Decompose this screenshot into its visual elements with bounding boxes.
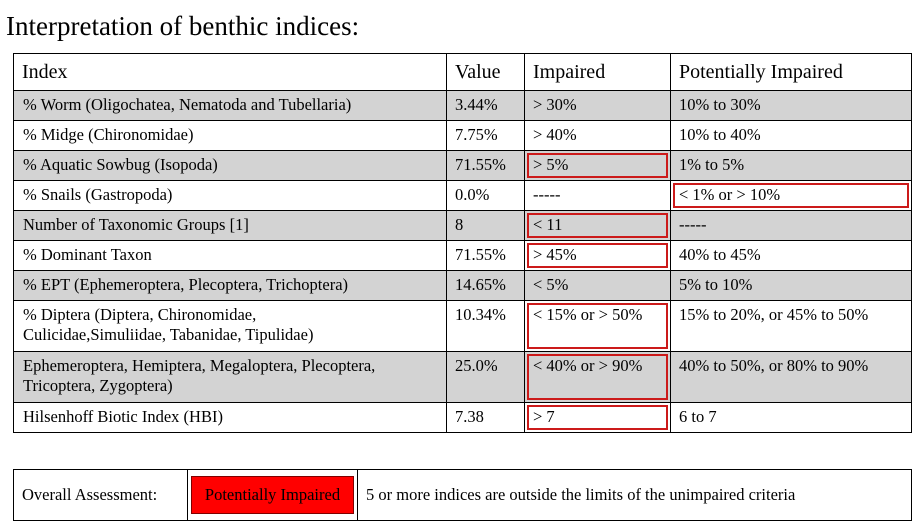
table-row: % Midge (Chironomidae) 7.75% > 40% 10% t…	[13, 120, 912, 151]
index-value: 10.34%	[446, 300, 525, 352]
page-title: Interpretation of benthic indices:	[6, 11, 360, 41]
index-name: % Midge (Chironomidae)	[13, 120, 447, 151]
index-name: % EPT (Ephemeroptera, Plecoptera, Tricho…	[13, 270, 447, 301]
index-name: % Diptera (Diptera, Chironomidae, Culicid…	[13, 300, 447, 352]
table-row: % Snails (Gastropoda) 0.0% ----- < 1% or…	[13, 180, 912, 211]
table-row: % EPT (Ephemeroptera, Plecoptera, Tricho…	[13, 270, 912, 301]
index-name-line: Culicidae,Simuliidae, Tabanidae, Tipulid…	[23, 325, 314, 344]
header-index: Index	[13, 53, 447, 91]
table-row: Hilsenhoff Biotic Index (HBI) 7.38 > 7 6…	[13, 402, 912, 433]
overall-assessment-row: Overall Assessment: Potentially Impaired…	[13, 469, 912, 521]
potentially-impaired-range-flagged: < 1% or > 10%	[670, 180, 912, 211]
index-value: 71.55%	[446, 240, 525, 271]
overall-assessment-table: Overall Assessment: Potentially Impaired…	[13, 469, 912, 521]
impaired-threshold: > 40%	[524, 120, 671, 151]
index-name: Hilsenhoff Biotic Index (HBI)	[13, 402, 447, 433]
overall-assessment-status-cell: Potentially Impaired	[187, 469, 358, 521]
impaired-threshold-flagged: > 7	[524, 402, 671, 433]
index-value: 7.38	[446, 402, 525, 433]
index-name: Ephemeroptera, Hemiptera, Megaloptera, P…	[13, 351, 447, 403]
table-row: Ephemeroptera, Hemiptera, Megaloptera, P…	[13, 351, 912, 403]
potentially-impaired-range: 15% to 20%, or 45% to 50%	[670, 300, 912, 352]
index-value: 0.0%	[446, 180, 525, 211]
table-row: % Diptera (Diptera, Chironomidae, Culicid…	[13, 300, 912, 352]
index-name: % Snails (Gastropoda)	[13, 180, 447, 211]
index-value: 71.55%	[446, 150, 525, 181]
impaired-threshold: -----	[524, 180, 671, 211]
benthic-indices-table: Index Value Impaired Potentially Impaire…	[13, 53, 912, 433]
index-name: % Aquatic Sowbug (Isopoda)	[13, 150, 447, 181]
table-row: Number of Taxonomic Groups [1] 8 < 11 --…	[13, 210, 912, 241]
status-badge: Potentially Impaired	[191, 476, 354, 514]
index-name: Number of Taxonomic Groups [1]	[13, 210, 447, 241]
overall-assessment-label: Overall Assessment:	[13, 469, 188, 521]
table-row: % Dominant Taxon 71.55% > 45% 40% to 45%	[13, 240, 912, 271]
index-name-line: Ephemeroptera, Hemiptera, Megaloptera, P…	[23, 356, 376, 375]
potentially-impaired-range: 40% to 50%, or 80% to 90%	[670, 351, 912, 403]
potentially-impaired-range: 10% to 30%	[670, 90, 912, 121]
impaired-threshold: > 30%	[524, 90, 671, 121]
index-value: 8	[446, 210, 525, 241]
index-name: % Worm (Oligochatea, Nematoda and Tubell…	[13, 90, 447, 121]
overall-assessment-note: 5 or more indices are outside the limits…	[357, 469, 912, 521]
impaired-threshold-flagged: > 45%	[524, 240, 671, 271]
impaired-threshold-flagged: < 40% or > 90%	[524, 351, 671, 403]
index-value: 7.75%	[446, 120, 525, 151]
impaired-threshold-flagged: < 15% or > 50%	[524, 300, 671, 352]
index-name-line: % Diptera (Diptera, Chironomidae,	[23, 305, 257, 324]
header-potentially-impaired: Potentially Impaired	[670, 53, 912, 91]
potentially-impaired-range: 10% to 40%	[670, 120, 912, 151]
index-name: % Dominant Taxon	[13, 240, 447, 271]
index-value: 3.44%	[446, 90, 525, 121]
index-name-line: Tricoptera, Zygoptera)	[23, 376, 173, 395]
potentially-impaired-range: 40% to 45%	[670, 240, 912, 271]
table-row: % Aquatic Sowbug (Isopoda) 71.55% > 5% 1…	[13, 150, 912, 181]
index-value: 14.65%	[446, 270, 525, 301]
table-header-row: Index Value Impaired Potentially Impaire…	[13, 53, 912, 91]
potentially-impaired-range: 6 to 7	[670, 402, 912, 433]
header-value: Value	[446, 53, 525, 91]
header-impaired: Impaired	[524, 53, 671, 91]
impaired-threshold: < 5%	[524, 270, 671, 301]
potentially-impaired-range: 1% to 5%	[670, 150, 912, 181]
potentially-impaired-range: 5% to 10%	[670, 270, 912, 301]
impaired-threshold-flagged: > 5%	[524, 150, 671, 181]
index-value: 25.0%	[446, 351, 525, 403]
impaired-threshold-flagged: < 11	[524, 210, 671, 241]
potentially-impaired-range: -----	[670, 210, 912, 241]
table-row: % Worm (Oligochatea, Nematoda and Tubell…	[13, 90, 912, 121]
